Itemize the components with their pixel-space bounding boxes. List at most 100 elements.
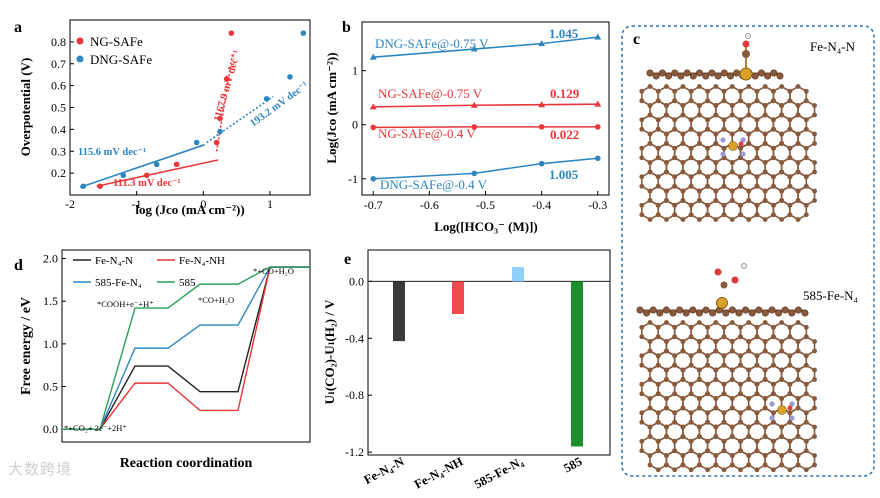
bottom-lattice-atom <box>721 410 727 416</box>
bottom-lattice-atom <box>721 448 727 454</box>
data-point-b-0 <box>369 53 377 60</box>
y-axis-label-e: Uₗ(CO₂)-Uₗ(H₂) / V <box>322 299 337 404</box>
top-lattice-atom <box>795 84 801 89</box>
data-point-b-3 <box>594 155 601 162</box>
y-tick-label-a: 0.5 <box>51 101 66 115</box>
bottom-lattice-atom <box>746 396 752 401</box>
top-lattice-atom <box>696 112 702 118</box>
top-lattice-atom <box>803 174 809 180</box>
bottom-lattice-atom <box>721 438 727 444</box>
top-lattice-atom <box>655 98 661 104</box>
bottom-lattice-ring <box>682 449 701 471</box>
y-tick-label-d: 1.0 <box>43 337 58 351</box>
top-side-atom <box>714 72 722 80</box>
bottom-side-atom <box>794 306 802 314</box>
bottom-lattice-atom <box>762 453 768 458</box>
top-lattice-atom <box>738 212 743 218</box>
bottom-lattice-atom <box>705 381 710 387</box>
bottom-lattice-atom <box>762 377 768 382</box>
bottom-lattice-atom <box>795 453 801 458</box>
top-lattice-atom <box>688 117 694 123</box>
top-lattice-atom <box>754 98 760 104</box>
bottom-lattice-atom <box>680 453 686 458</box>
top-lattice-atom <box>680 217 686 222</box>
x-axis-label-d: Reaction coordination <box>120 456 253 471</box>
top-lattice-atom <box>647 169 653 175</box>
bottom-lattice-atom <box>688 410 694 416</box>
slope-value-dng-075: 1.045 <box>549 26 579 41</box>
top-lattice-atom <box>713 188 719 194</box>
bottom-adsorbate-c <box>720 281 728 289</box>
bottom-lattice-atom <box>655 353 661 359</box>
top-lattice-atom <box>779 103 785 108</box>
top-lattice-atom <box>729 188 735 194</box>
bottom-lattice-atom <box>655 381 661 387</box>
bottom-lattice-atom <box>754 438 760 444</box>
y-tick-label-d: 1.5 <box>43 294 58 308</box>
bottom-lattice-atom <box>664 462 669 468</box>
legend-label-dng-safe: DNG-SAFe <box>90 52 152 67</box>
top-lattice-atom <box>754 202 760 208</box>
top-side-atom <box>733 69 741 77</box>
top-lattice-atom <box>721 117 727 123</box>
category-label-e-1: Fe-N₄-NH <box>412 454 466 491</box>
y-tick-label-d: 0.5 <box>43 380 58 394</box>
x-tick-label-b: -0.7 <box>364 198 383 212</box>
top-lattice-atom <box>762 217 768 222</box>
bottom-lattice-atom <box>803 353 809 359</box>
slope-value-dng-04: 1.005 <box>549 167 579 182</box>
bottom-side-atom <box>656 309 664 317</box>
bottom-lattice-atom <box>803 438 809 444</box>
y-axis-label-d: Free energy / eV <box>19 297 34 395</box>
x-tick-label-a: -2 <box>65 197 75 211</box>
top-side-atom <box>726 72 734 80</box>
bottom-lattice-atom <box>664 377 669 382</box>
top-lattice-atom <box>738 98 743 104</box>
top-lattice-atom <box>762 141 768 146</box>
top-lattice-atom <box>812 141 817 146</box>
bottom-lattice-atom <box>803 419 809 425</box>
top-lattice-atom <box>779 160 785 165</box>
bottom-lattice-fe-atom <box>777 405 787 415</box>
top-lattice-atom <box>787 155 793 161</box>
top-lattice-atom <box>762 188 768 194</box>
top-lattice-n-atom <box>720 137 726 143</box>
axes-a: -2 -1 0 1 0.2 0.3 0.4 0.5 0.6 0.7 0.8 <box>51 35 273 211</box>
top-lattice-atom <box>696 160 702 165</box>
top-lattice-atom <box>746 198 752 203</box>
bottom-lattice-atom <box>647 339 653 344</box>
bottom-side-atom <box>649 306 657 314</box>
bottom-lattice-atom <box>655 334 661 340</box>
data-point-ng-safe <box>97 183 103 190</box>
bottom-side-atom <box>775 309 783 317</box>
top-lattice-atom <box>713 141 719 146</box>
bottom-lattice-atom <box>771 438 776 444</box>
bottom-lattice-atom <box>795 367 801 373</box>
top-lattice-ring <box>706 199 725 221</box>
bottom-lattice-n-atom <box>789 415 795 421</box>
bar-2 <box>512 267 524 282</box>
bottom-lattice-atom <box>680 367 686 373</box>
data-point-b-1 <box>538 101 546 108</box>
bottom-lattice-atom <box>680 348 686 354</box>
top-lattice-atom <box>771 183 776 189</box>
bottom-lattice-atom <box>664 367 669 373</box>
data-point-b-1 <box>594 100 602 107</box>
top-lattice-atom <box>771 126 776 132</box>
top-lattice-atom <box>787 202 793 208</box>
top-lattice-atom <box>705 202 710 208</box>
panel-label-e: e <box>344 251 351 268</box>
top-side-atom <box>683 69 691 77</box>
top-lattice-atom <box>738 174 743 180</box>
bottom-lattice-ring <box>764 449 783 471</box>
legend-label-d-3: 585 <box>179 277 196 289</box>
bottom-lattice-atom <box>696 377 702 382</box>
top-fe-atom-side <box>739 67 753 81</box>
bottom-adsorbate-o1 <box>731 276 739 284</box>
top-lattice-atom <box>771 174 776 180</box>
bottom-lattice-atom <box>639 334 645 340</box>
bottom-adsorbate-o2 <box>714 268 722 276</box>
top-lattice-atom <box>680 112 686 118</box>
top-side-atom <box>776 72 784 80</box>
